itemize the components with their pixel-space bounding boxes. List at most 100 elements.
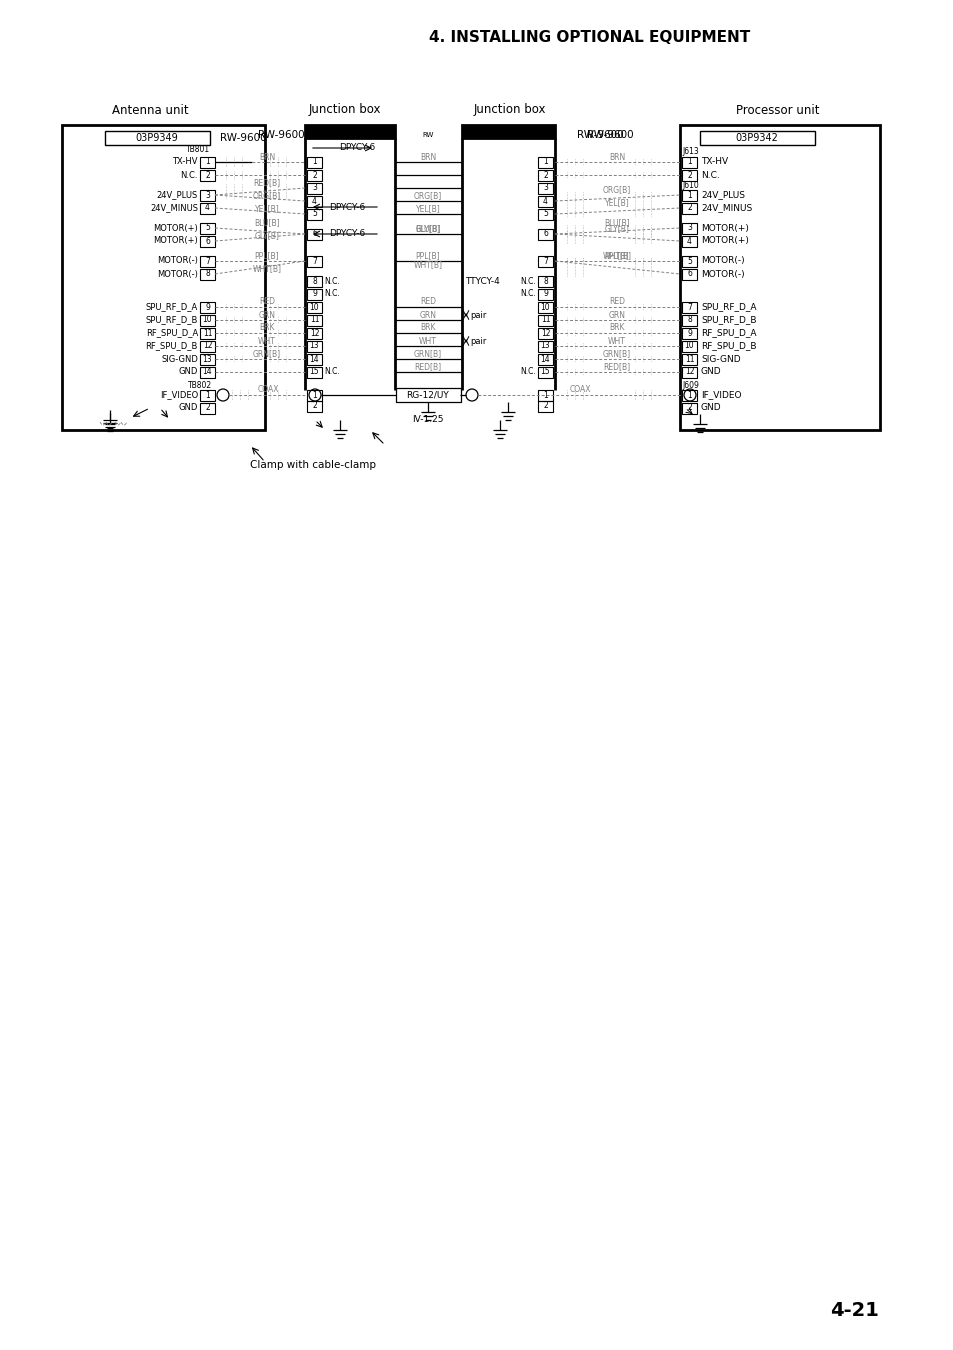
Text: 9: 9 bbox=[542, 289, 547, 298]
Text: N.C.: N.C. bbox=[180, 170, 198, 180]
Text: GRN: GRN bbox=[419, 310, 436, 320]
Text: MOTOR(+): MOTOR(+) bbox=[700, 236, 748, 246]
Text: ORG[B]: ORG[B] bbox=[253, 192, 281, 201]
Text: 13: 13 bbox=[310, 342, 319, 351]
Text: RF_SPU_D_A: RF_SPU_D_A bbox=[146, 328, 198, 338]
Text: 1: 1 bbox=[686, 158, 691, 166]
Bar bbox=[681, 328, 697, 339]
Text: 4: 4 bbox=[312, 197, 316, 205]
Text: 1: 1 bbox=[312, 390, 316, 400]
Text: 1: 1 bbox=[686, 190, 691, 200]
Text: 13: 13 bbox=[540, 342, 550, 351]
Text: J610: J610 bbox=[681, 181, 698, 190]
Text: 10: 10 bbox=[202, 316, 213, 324]
Text: ORG[B]: ORG[B] bbox=[602, 185, 631, 194]
Text: RW-9600: RW-9600 bbox=[220, 134, 266, 143]
Bar bbox=[681, 189, 697, 201]
Text: 14: 14 bbox=[540, 355, 550, 363]
Text: GLY[B]: GLY[B] bbox=[604, 224, 629, 234]
Text: COAX: COAX bbox=[257, 385, 278, 393]
Text: 5: 5 bbox=[542, 209, 547, 219]
Bar bbox=[537, 208, 553, 220]
Text: GRN[B]: GRN[B] bbox=[253, 350, 281, 359]
Bar bbox=[200, 301, 214, 312]
Text: N.C.: N.C. bbox=[700, 170, 719, 180]
Text: TTYCY-4: TTYCY-4 bbox=[464, 277, 499, 285]
Text: SPU_RF_D_B: SPU_RF_D_B bbox=[700, 316, 756, 324]
Text: TX-HV: TX-HV bbox=[700, 158, 727, 166]
Bar bbox=[537, 275, 553, 286]
Bar bbox=[200, 255, 214, 266]
Text: MOTOR(-): MOTOR(-) bbox=[700, 270, 744, 278]
Bar bbox=[537, 170, 553, 181]
Text: YEL[B]: YEL[B] bbox=[604, 198, 629, 208]
Text: Clamp with cable-clamp: Clamp with cable-clamp bbox=[250, 460, 375, 470]
Text: IV-1.25: IV-1.25 bbox=[412, 416, 443, 424]
Text: 11: 11 bbox=[310, 316, 319, 324]
Text: WHT: WHT bbox=[258, 336, 275, 346]
Bar bbox=[307, 228, 322, 239]
Text: WHT[B]: WHT[B] bbox=[413, 261, 442, 270]
Text: 3: 3 bbox=[686, 224, 691, 232]
Text: 5: 5 bbox=[686, 256, 691, 266]
Text: 10: 10 bbox=[540, 302, 550, 312]
Text: 3: 3 bbox=[312, 184, 316, 193]
Text: BLU[B]: BLU[B] bbox=[603, 219, 629, 228]
Text: 8: 8 bbox=[686, 316, 691, 324]
Bar bbox=[537, 315, 553, 325]
Bar bbox=[307, 315, 322, 325]
Text: SIG-GND: SIG-GND bbox=[700, 355, 740, 363]
Text: BLU[B]: BLU[B] bbox=[415, 224, 440, 234]
Text: 2: 2 bbox=[205, 404, 210, 413]
Text: PPL[B]: PPL[B] bbox=[416, 251, 440, 261]
Bar bbox=[200, 402, 214, 413]
Bar bbox=[307, 275, 322, 286]
Bar bbox=[105, 131, 210, 144]
Text: 3: 3 bbox=[542, 184, 547, 193]
Text: N.C.: N.C. bbox=[519, 277, 536, 285]
Text: 9: 9 bbox=[312, 289, 316, 298]
Bar bbox=[307, 354, 322, 364]
Bar bbox=[200, 223, 214, 234]
Bar bbox=[681, 354, 697, 364]
Text: MOTOR(-): MOTOR(-) bbox=[157, 270, 198, 278]
Bar bbox=[681, 269, 697, 279]
Text: 2: 2 bbox=[205, 170, 210, 180]
Text: 6: 6 bbox=[312, 230, 316, 239]
Bar bbox=[537, 289, 553, 300]
Text: RW: RW bbox=[422, 132, 434, 138]
Text: 5: 5 bbox=[312, 209, 316, 219]
Text: N.C.: N.C. bbox=[324, 289, 339, 298]
Text: GRN[B]: GRN[B] bbox=[602, 350, 630, 359]
Text: YEL[B]: YEL[B] bbox=[254, 204, 279, 213]
Text: ORG[B]: ORG[B] bbox=[414, 192, 441, 201]
Bar bbox=[679, 126, 879, 431]
Bar bbox=[307, 208, 322, 220]
Text: BRN: BRN bbox=[608, 153, 624, 162]
Text: RF_SPU_D_A: RF_SPU_D_A bbox=[700, 328, 756, 338]
Text: GND: GND bbox=[700, 404, 720, 413]
Bar bbox=[537, 228, 553, 239]
Bar bbox=[537, 401, 553, 412]
Bar bbox=[200, 340, 214, 351]
Bar bbox=[537, 340, 553, 351]
Text: 7: 7 bbox=[205, 256, 210, 266]
Bar bbox=[537, 301, 553, 312]
Bar bbox=[681, 255, 697, 266]
Bar bbox=[681, 402, 697, 413]
Bar bbox=[200, 366, 214, 378]
Text: 10: 10 bbox=[684, 342, 694, 351]
Bar bbox=[200, 170, 214, 181]
Text: 1: 1 bbox=[686, 390, 691, 400]
Text: 6: 6 bbox=[542, 230, 547, 239]
Text: 2: 2 bbox=[312, 401, 316, 410]
Text: RW-9600: RW-9600 bbox=[576, 130, 622, 140]
Bar bbox=[307, 328, 322, 339]
Text: 2: 2 bbox=[542, 170, 547, 180]
Text: PPL[B]: PPL[B] bbox=[604, 251, 629, 261]
Bar bbox=[537, 255, 553, 266]
Text: 14: 14 bbox=[202, 367, 213, 377]
Text: Processor unit: Processor unit bbox=[736, 104, 819, 116]
Text: BLU[B]: BLU[B] bbox=[253, 219, 279, 228]
Text: 14: 14 bbox=[310, 355, 319, 363]
